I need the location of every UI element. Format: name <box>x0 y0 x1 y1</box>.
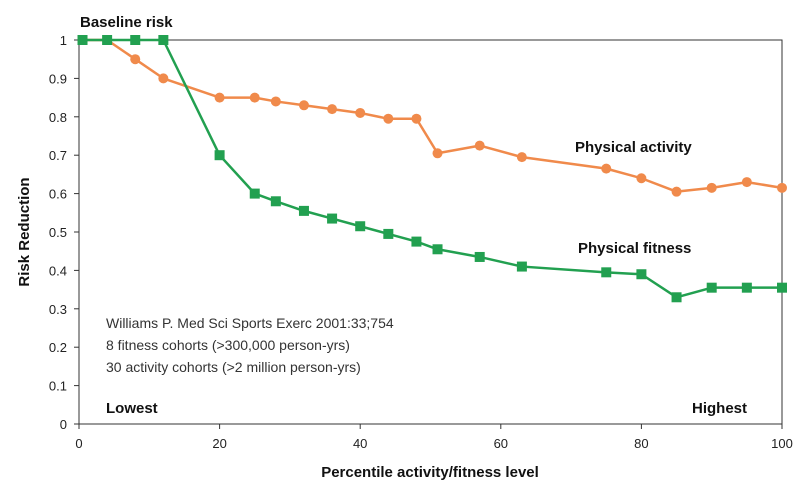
data-point <box>411 236 422 247</box>
data-point <box>77 35 88 45</box>
data-point <box>671 186 682 197</box>
x-tick-label: 0 <box>75 436 82 451</box>
baseline-risk-label: Baseline risk <box>80 14 173 31</box>
data-point <box>601 267 612 278</box>
x-tick-label: 40 <box>353 436 367 451</box>
data-point <box>741 177 752 188</box>
y-tick-label: 0.5 <box>49 225 67 240</box>
data-point <box>298 100 309 111</box>
series-line-physical-fitness <box>82 38 782 299</box>
data-point <box>706 282 717 293</box>
series-layer <box>77 35 787 303</box>
data-point <box>102 35 113 45</box>
data-point <box>298 205 309 216</box>
x-tick-label: 80 <box>634 436 648 451</box>
y-tick-label: 0.1 <box>49 379 67 394</box>
y-tick-label: 0.3 <box>49 302 67 317</box>
x-tick-label: 60 <box>494 436 508 451</box>
data-point <box>432 244 443 255</box>
series-physical-fitness <box>77 35 787 303</box>
data-point <box>270 196 281 207</box>
data-point <box>777 182 787 193</box>
x-tick-label: 20 <box>212 436 226 451</box>
y-tick-label: 0.2 <box>49 340 67 355</box>
data-point <box>355 221 366 232</box>
data-point <box>158 35 169 45</box>
y-tick-label: 0.4 <box>49 263 67 278</box>
source-note-line-1: Williams P. Med Sci Sports Exerc 2001:33… <box>106 315 394 331</box>
source-note-line-3: 30 activity cohorts (>2 million person-y… <box>106 359 361 375</box>
y-tick-label: 0 <box>60 417 67 432</box>
data-point <box>249 188 260 199</box>
series-line-physical-activity <box>82 38 783 193</box>
data-point <box>636 173 647 184</box>
data-point <box>355 107 366 118</box>
y-tick-label: 0.7 <box>49 148 67 163</box>
data-point <box>214 92 225 103</box>
data-point <box>777 282 787 293</box>
data-point <box>158 73 169 84</box>
data-point <box>411 113 422 124</box>
data-point <box>327 104 338 115</box>
x-axis-title: Percentile activity/fitness level <box>321 464 539 481</box>
data-point <box>383 113 394 124</box>
data-point <box>741 282 752 293</box>
y-tick-label: 0.6 <box>49 187 67 202</box>
data-point <box>516 152 527 163</box>
data-point <box>671 292 682 303</box>
data-point <box>601 163 612 174</box>
y-axis-ticks: 0 0.1 0.2 0.3 0.4 0.5 0.6 0.7 0.8 0.9 1 <box>49 33 79 432</box>
data-point <box>327 213 338 224</box>
series-label-physical-fitness: Physical fitness <box>578 240 691 257</box>
source-note-line-2: 8 fitness cohorts (>300,000 person-yrs) <box>106 337 350 353</box>
data-point <box>432 148 443 159</box>
data-point <box>270 96 281 107</box>
highest-label: Highest <box>692 400 747 417</box>
data-point <box>130 54 141 65</box>
x-axis-ticks: 0 20 40 60 80 100 <box>75 424 793 451</box>
data-point <box>130 35 141 45</box>
data-point <box>249 92 260 103</box>
data-point <box>516 261 527 272</box>
y-tick-label: 0.9 <box>49 71 67 86</box>
data-point <box>636 269 647 280</box>
y-tick-label: 1 <box>60 33 67 48</box>
x-tick-label: 100 <box>771 436 793 451</box>
data-point <box>706 182 717 193</box>
series-physical-activity <box>77 35 787 197</box>
data-point <box>474 140 485 151</box>
data-point <box>474 251 485 262</box>
y-axis-title: Risk Reduction <box>16 177 33 286</box>
data-point <box>214 150 225 161</box>
data-point <box>383 228 394 239</box>
series-label-physical-activity: Physical activity <box>575 139 692 156</box>
lowest-label: Lowest <box>106 400 158 417</box>
y-tick-label: 0.8 <box>49 110 67 125</box>
